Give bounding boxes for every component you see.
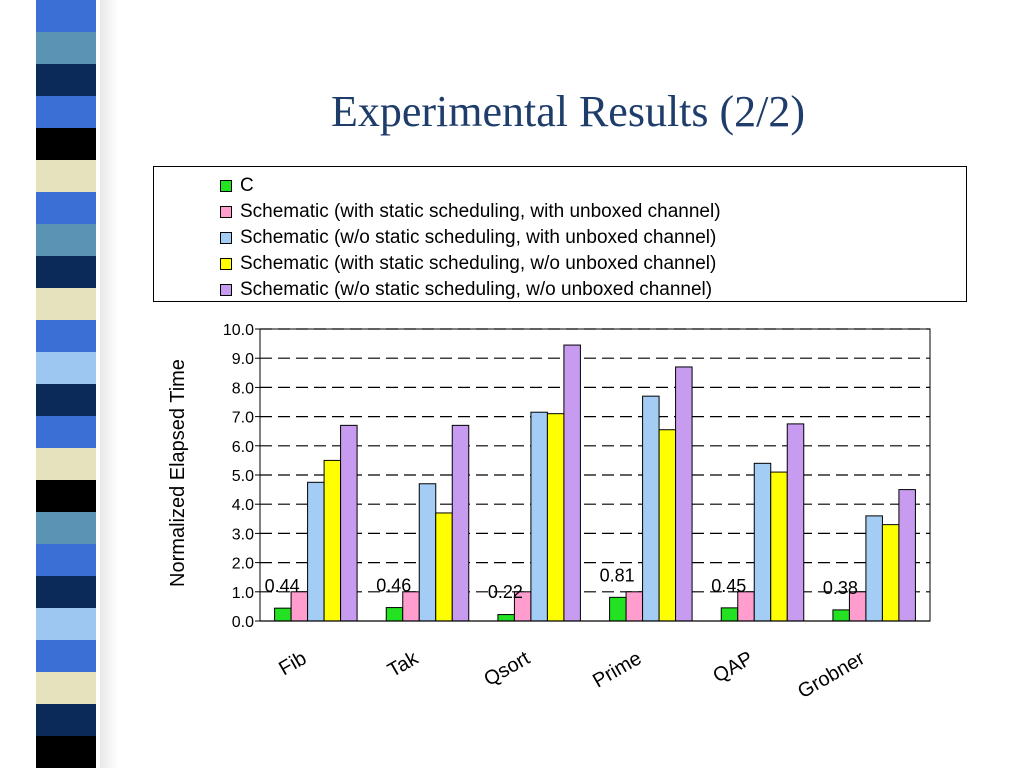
bar: [274, 607, 292, 622]
bar: [546, 413, 565, 622]
stripe-block: [36, 96, 96, 129]
legend-item-s1: Schematic (with static scheduling, with …: [220, 199, 721, 225]
bar: [898, 489, 916, 622]
stripe-block: [36, 256, 96, 289]
x-category-label: Fib: [275, 647, 310, 680]
stripe-block: [36, 480, 96, 513]
stripe-block: [36, 512, 96, 545]
y-tick-label: 8.0: [232, 380, 254, 397]
stripe-block: [36, 32, 96, 65]
chart-legend: C Schematic (with static scheduling, wit…: [153, 166, 967, 302]
decorative-stripe: [36, 0, 96, 768]
data-label: 0.22: [488, 582, 523, 602]
bar: [323, 459, 342, 622]
legend-swatch: [220, 206, 232, 218]
y-tick-label: 3.0: [232, 526, 254, 543]
bar: [563, 344, 581, 622]
bar: [642, 395, 660, 622]
stripe-block: [36, 288, 96, 321]
stripe-block: [36, 704, 96, 737]
bar: [451, 424, 470, 622]
y-tick-label: 5.0: [232, 468, 254, 485]
stripe-block: [36, 672, 96, 705]
y-tick-label: 10.0: [223, 322, 254, 339]
bar: [832, 609, 850, 622]
bar: [609, 596, 627, 622]
stripe-block: [36, 128, 96, 161]
stripe-block: [36, 608, 96, 641]
legend-label: Schematic (with static scheduling, with …: [240, 201, 721, 222]
bar: [625, 591, 644, 622]
legend-swatch: [220, 232, 232, 244]
bar: [770, 471, 788, 622]
bar: [497, 614, 515, 622]
y-tick-label: 6.0: [232, 439, 254, 456]
stripe-block: [36, 576, 96, 609]
bar: [881, 524, 900, 622]
legend-label: Schematic (w/o static scheduling, with u…: [240, 227, 717, 248]
bar: [675, 366, 693, 622]
stripe-block: [36, 736, 96, 768]
x-category-label: Prime: [589, 647, 645, 692]
y-tick-label: 2.0: [232, 556, 254, 573]
bar: [385, 607, 404, 622]
bar: [865, 515, 883, 622]
x-category-label: Tak: [384, 647, 423, 682]
stripe-block: [36, 352, 96, 385]
legend-swatch: [220, 284, 232, 296]
y-axis-label: Normalized Elapsed Time: [167, 359, 189, 587]
bar: [418, 483, 437, 622]
y-tick-label: 4.0: [232, 497, 254, 514]
bar: [786, 423, 805, 622]
stripe-shadow: [100, 0, 118, 768]
x-category-label: Qsort: [480, 647, 534, 691]
bar: [290, 591, 309, 622]
legend-swatch: [220, 258, 232, 270]
bar: [340, 424, 358, 622]
y-tick-label: 1.0: [232, 585, 254, 602]
data-label: 0.46: [376, 576, 411, 596]
bar: [753, 462, 772, 622]
legend-item-s4: Schematic (w/o static scheduling, w/o un…: [220, 277, 712, 303]
stripe-block: [36, 160, 96, 193]
stripe-block: [36, 448, 96, 481]
stripe-block: [36, 0, 96, 33]
legend-swatch: [220, 180, 232, 192]
x-category-label: Grobner: [794, 647, 869, 703]
legend-label: C: [240, 175, 254, 196]
bar: [737, 591, 755, 622]
bar: [658, 429, 677, 622]
y-tick-label: 7.0: [232, 410, 254, 427]
legend-label: Schematic (w/o static scheduling, w/o un…: [240, 279, 713, 300]
data-label: 0.81: [600, 565, 635, 585]
data-label: 0.45: [711, 576, 746, 596]
stripe-block: [36, 64, 96, 97]
bar: [402, 591, 420, 622]
bar: [307, 481, 325, 622]
y-tick-label: 9.0: [232, 351, 254, 368]
stripe-block: [36, 544, 96, 577]
bar: [720, 607, 739, 622]
y-tick-label: 0.0: [232, 614, 254, 631]
stripe-block: [36, 320, 96, 353]
data-label: 0.44: [265, 576, 300, 596]
legend-item-s2: Schematic (w/o static scheduling, with u…: [220, 225, 716, 251]
bar: [530, 411, 548, 622]
stripe-block: [36, 640, 96, 673]
stripe-block: [36, 192, 96, 225]
stripe-block: [36, 416, 96, 449]
stripe-block: [36, 384, 96, 417]
bar: [435, 512, 453, 622]
legend-item-s3: Schematic (with static scheduling, w/o u…: [220, 251, 716, 277]
legend-item-c: C: [220, 173, 254, 199]
stripe-block: [36, 224, 96, 257]
legend-label: Schematic (with static scheduling, w/o u…: [240, 253, 717, 274]
page-title: Experimental Results (2/2): [330, 87, 806, 136]
x-category-label: QAP: [709, 647, 757, 687]
data-label: 0.38: [823, 578, 858, 598]
